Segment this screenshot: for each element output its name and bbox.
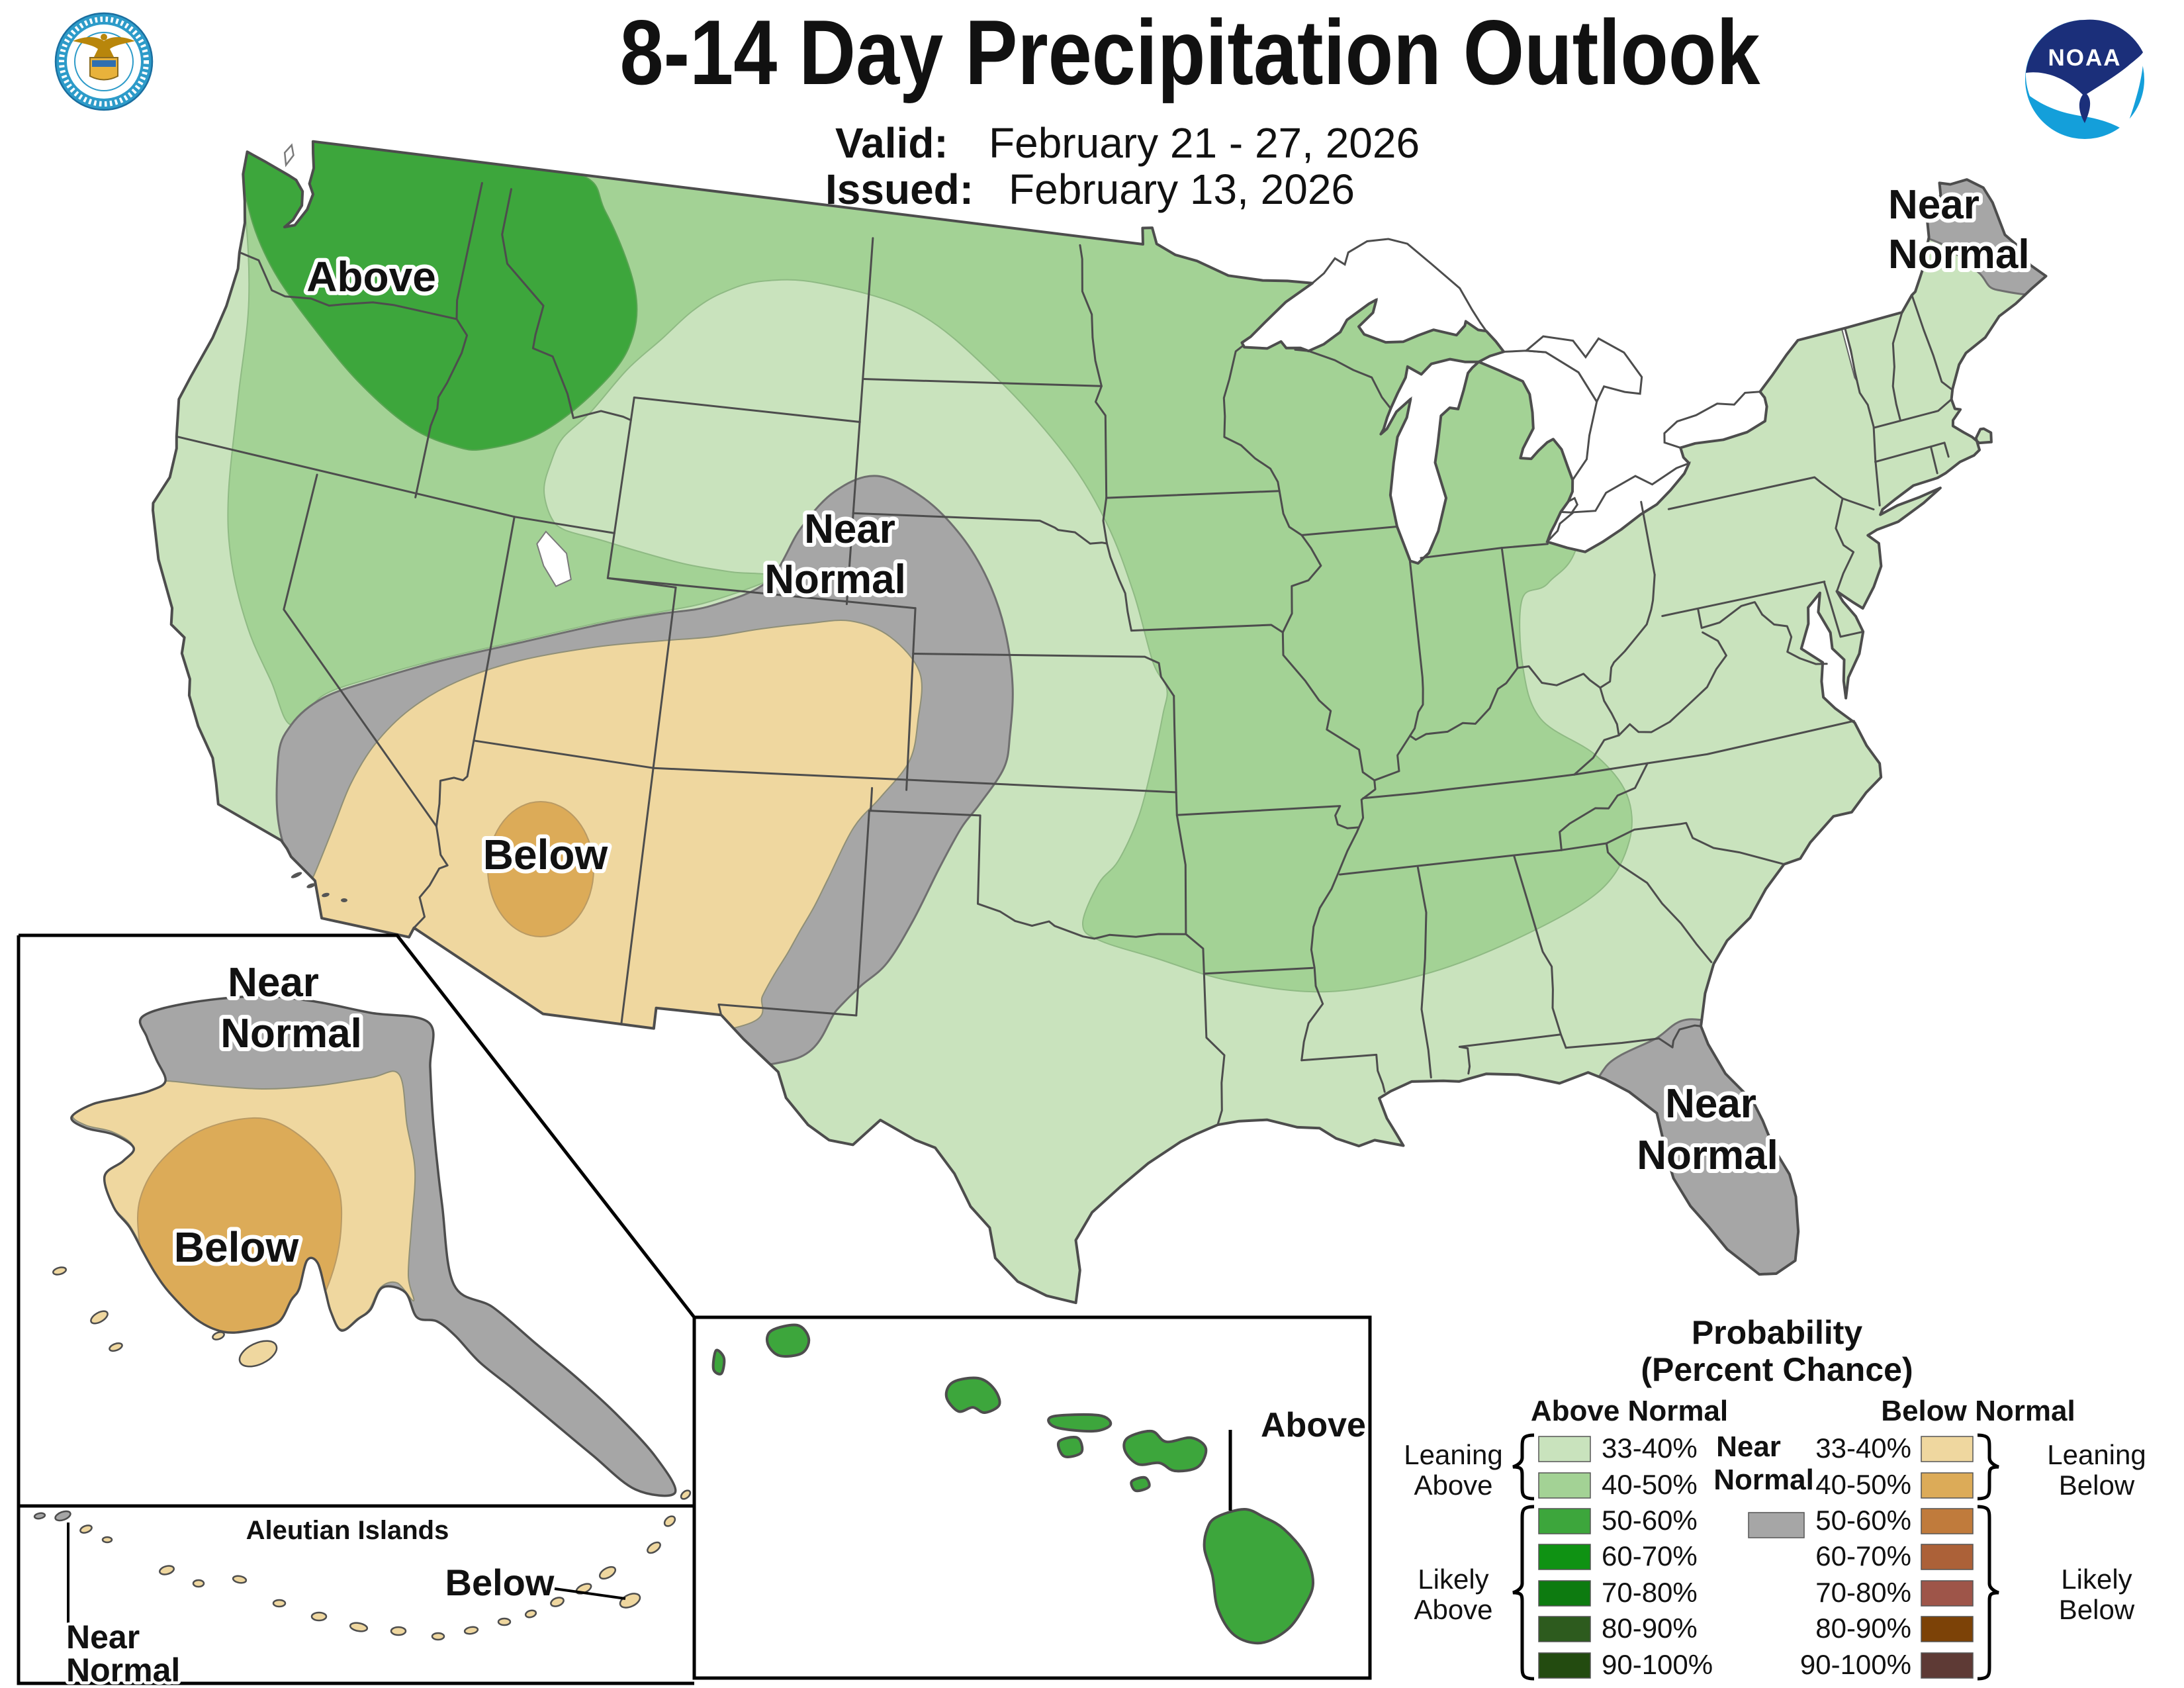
svg-text:Normal: Normal: [1637, 1133, 1778, 1178]
svg-text:40-50%: 40-50%: [1815, 1469, 1911, 1500]
svg-text:Near: Near: [1888, 182, 1979, 228]
svg-text:Aleutian Islands: Aleutian Islands: [246, 1516, 449, 1545]
svg-text:Leaning: Leaning: [2047, 1439, 2146, 1470]
svg-text:40-50%: 40-50%: [1602, 1469, 1698, 1500]
svg-text:NOAA: NOAA: [2048, 45, 2121, 71]
svg-text:50-60%: 50-60%: [1602, 1505, 1698, 1536]
svg-text:February 21 - 27, 2026: February 21 - 27, 2026: [989, 119, 1420, 167]
svg-text:Near: Near: [1716, 1430, 1781, 1463]
svg-text:33-40%: 33-40%: [1602, 1432, 1698, 1464]
svg-text:90-100%: 90-100%: [1602, 1649, 1713, 1680]
svg-text:Issued:: Issued:: [825, 165, 974, 213]
svg-text:Normal: Normal: [1713, 1464, 1814, 1496]
svg-text:Below Normal: Below Normal: [1881, 1395, 2075, 1427]
svg-text:Leaning: Leaning: [1404, 1439, 1502, 1470]
svg-text:Near: Near: [1665, 1081, 1756, 1127]
svg-text:Below: Below: [483, 831, 608, 878]
svg-text:Below: Below: [174, 1223, 299, 1271]
svg-text:80-90%: 80-90%: [1815, 1613, 1911, 1644]
svg-text:Likely: Likely: [1418, 1564, 1488, 1595]
svg-text:70-80%: 70-80%: [1815, 1577, 1911, 1608]
svg-text:90-100%: 90-100%: [1800, 1649, 1911, 1680]
svg-text:Near: Near: [804, 506, 895, 552]
svg-text:Below: Below: [2059, 1470, 2135, 1501]
svg-text:Normal: Normal: [1888, 232, 2030, 277]
svg-text:Above: Above: [1414, 1470, 1492, 1501]
svg-text:70-80%: 70-80%: [1602, 1577, 1698, 1608]
svg-text:Above: Above: [1261, 1406, 1366, 1444]
svg-text:Below: Below: [445, 1562, 555, 1603]
svg-text:Below: Below: [2059, 1594, 2135, 1625]
svg-text:Above Normal: Above Normal: [1531, 1395, 1728, 1427]
svg-text:33-40%: 33-40%: [1815, 1432, 1911, 1464]
svg-text:Valid:: Valid:: [835, 119, 948, 167]
svg-text:80-90%: 80-90%: [1602, 1613, 1698, 1644]
svg-text:Above: Above: [306, 253, 436, 301]
svg-text:Near: Near: [228, 960, 319, 1006]
svg-text:February 13, 2026: February 13, 2026: [1009, 165, 1355, 213]
svg-text:50-60%: 50-60%: [1815, 1505, 1911, 1536]
svg-text:60-70%: 60-70%: [1602, 1540, 1698, 1571]
svg-text:60-70%: 60-70%: [1815, 1540, 1911, 1571]
svg-text:Near: Near: [66, 1618, 140, 1656]
svg-text:Probability: Probability: [1692, 1314, 1863, 1351]
svg-text:Likely: Likely: [2061, 1564, 2132, 1595]
svg-text:8-14 Day Precipitation Outlook: 8-14 Day Precipitation Outlook: [620, 1, 1761, 104]
svg-text:Above: Above: [1414, 1594, 1492, 1625]
svg-text:Normal: Normal: [764, 557, 906, 602]
svg-text:Normal: Normal: [220, 1011, 362, 1056]
svg-text:Normal: Normal: [66, 1652, 180, 1688]
svg-text:(Percent Chance): (Percent Chance): [1641, 1351, 1913, 1388]
